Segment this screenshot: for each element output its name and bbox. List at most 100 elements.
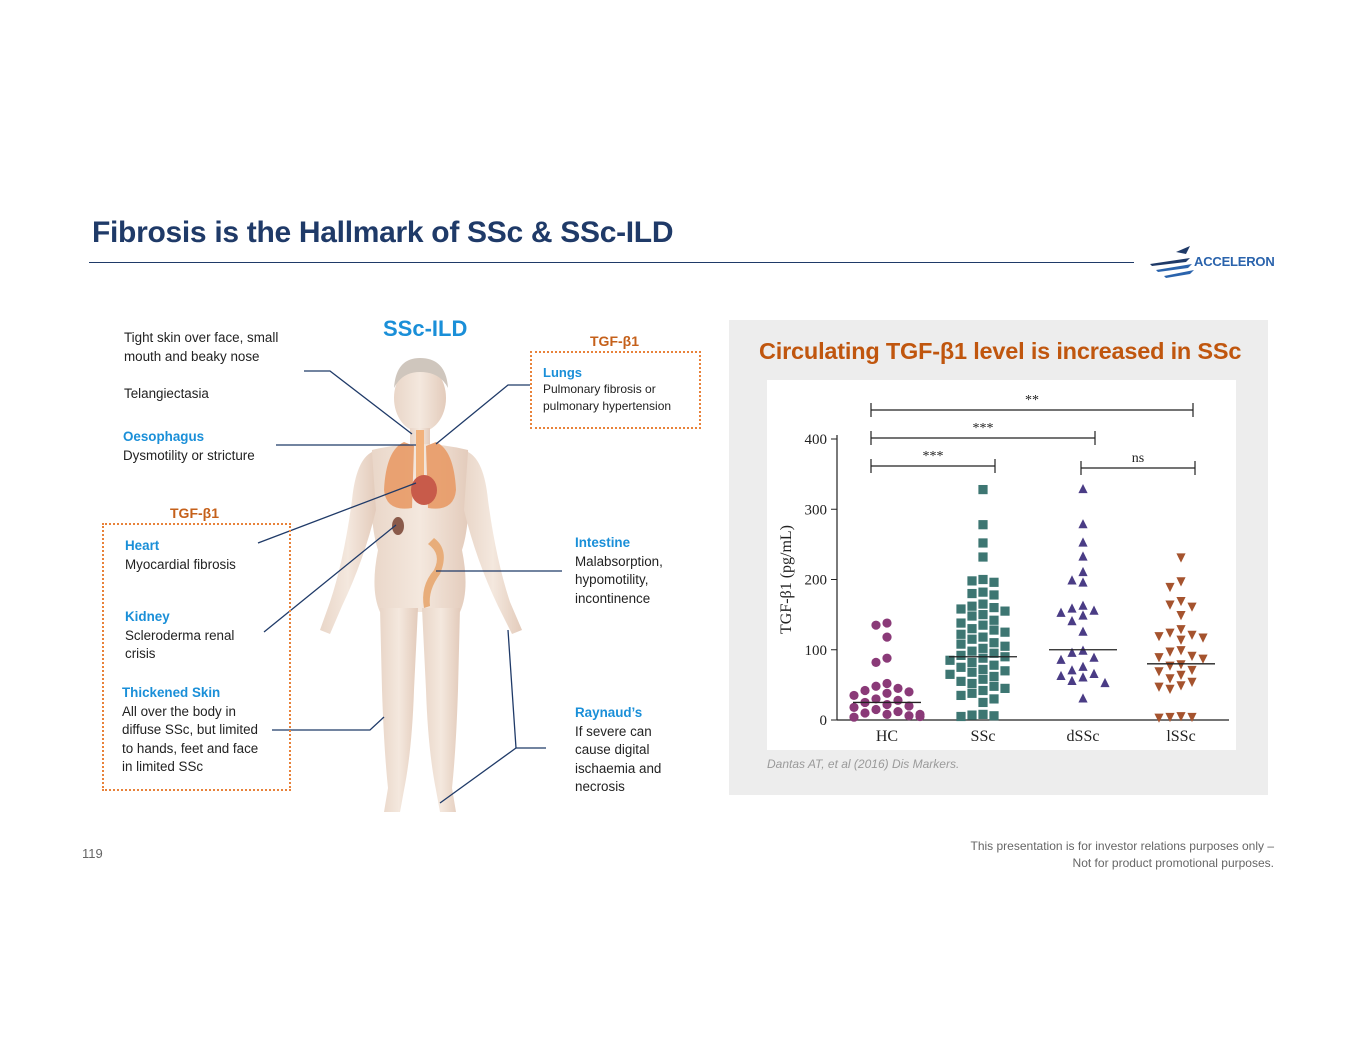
data-point-SSc [956,676,966,686]
data-point-SSc [967,611,977,621]
human-body-illustration [320,358,522,812]
data-point-HC [882,618,892,628]
skin-desc: to hands, feet and face [122,740,259,756]
data-point-lSSc [1187,651,1197,661]
data-point-SSc [967,657,977,667]
data-point-SSc [978,538,988,548]
data-point-lSSc [1165,628,1175,638]
significance-label: ** [1025,393,1039,408]
data-point-SSc [956,618,966,628]
connector-face [304,370,413,435]
data-point-dSSc [1078,551,1088,561]
x-tick-label: SSc [971,728,996,745]
significance-label: ns [1132,451,1144,466]
data-point-SSc [956,650,966,660]
kidney-annotation: Kidney Scleroderma renal crisis [125,608,234,664]
data-point-SSc [978,610,988,620]
data-point-dSSc [1067,616,1077,626]
data-point-lSSc [1176,635,1186,645]
data-point-dSSc [1067,675,1077,685]
intestine [423,538,444,608]
data-point-dSSc [1056,654,1066,664]
y-tick-label: 200 [805,573,828,589]
hair [394,358,448,388]
right-arm [464,452,522,634]
data-point-dSSc [1078,566,1088,577]
data-point-SSc [967,710,977,720]
logo-text: ACCELERON [1194,254,1275,269]
data-point-SSc [967,601,977,611]
data-point-dSSc [1078,600,1088,610]
title-divider [89,262,1134,263]
skin-desc: in limited SSc [122,759,204,774]
kidney-title: Kidney [125,609,170,624]
data-point-SSc [967,576,977,586]
data-point-dSSc [1067,575,1077,585]
data-point-HC [871,620,881,630]
right-leg [422,608,460,812]
data-point-lSSc [1187,677,1197,687]
data-point-lSSc [1154,653,1164,663]
data-point-lSSc [1165,647,1175,657]
disclaimer-line: Not for product promotional purposes. [1072,856,1274,870]
data-point-dSSc [1056,670,1066,681]
data-point-lSSc [1187,630,1197,640]
data-point-SSc [1000,641,1010,651]
data-point-HC [904,711,914,721]
data-point-lSSc [1165,712,1175,723]
connector-skin [272,716,385,731]
data-point-HC [893,706,903,717]
oesophagus-title: Oesophagus [123,429,205,444]
connector-raynaud-hand [507,629,546,749]
data-point-lSSc [1176,577,1186,587]
data-point-SSc [989,694,999,704]
connector-heart [257,482,417,544]
data-point-SSc [956,639,966,649]
data-point-dSSc [1056,607,1066,617]
data-point-SSc [989,577,999,587]
data-point-dSSc [1078,626,1088,636]
page-number: 119 [82,846,103,861]
data-point-SSc [989,603,999,613]
data-point-lSSc [1176,646,1186,656]
head [394,364,446,432]
data-point-lSSc [1198,654,1208,664]
data-point-lSSc [1165,582,1175,593]
data-point-SSc [967,588,977,599]
data-point-SSc [978,620,988,630]
heart-title: Heart [125,538,160,553]
data-point-dSSc [1067,665,1077,675]
data-point-SSc [989,681,999,691]
data-point-SSc [978,643,988,653]
data-point-SSc [978,709,988,719]
tgf-label-lungs: TGF-β1 [590,333,639,349]
data-point-HC [882,709,892,719]
y-tick-label: 300 [805,502,828,518]
intestine-desc: Malabsorption, [575,553,663,569]
heart-desc: Myocardial fibrosis [125,556,236,572]
data-point-SSc [978,484,988,495]
data-point-HC [882,653,892,663]
data-point-SSc [967,667,977,677]
data-point-HC [882,688,892,698]
chart-plot-area: 0 100 200 300 400 TGF-β1 (pg/mL) HC SSc dSSc lSSc… [767,380,1236,750]
kidney-desc: crisis [125,646,156,661]
data-point-lSSc [1165,674,1175,684]
data-point-SSc [989,660,999,670]
x-tick-label: HC [876,728,898,745]
data-point-dSSc [1078,693,1088,703]
chart-panel-title: Circulating TGF-β1 level is increased in… [759,338,1242,364]
connector-raynaud-foot [439,747,517,804]
skin-desc: diffuse SSc, but limited [122,722,258,737]
data-point-SSc [956,690,966,701]
data-point-HC [849,690,859,701]
skin-annotation: Thickened Skin All over the body in diff… [122,684,258,777]
data-point-HC [860,685,870,696]
y-tick-label: 0 [820,713,828,729]
acceleron-logo: ACCELERON [1146,244,1281,278]
data-point-HC [849,702,859,712]
data-point-HC [860,708,870,718]
kidney [392,517,404,535]
data-point-SSc [945,669,955,679]
